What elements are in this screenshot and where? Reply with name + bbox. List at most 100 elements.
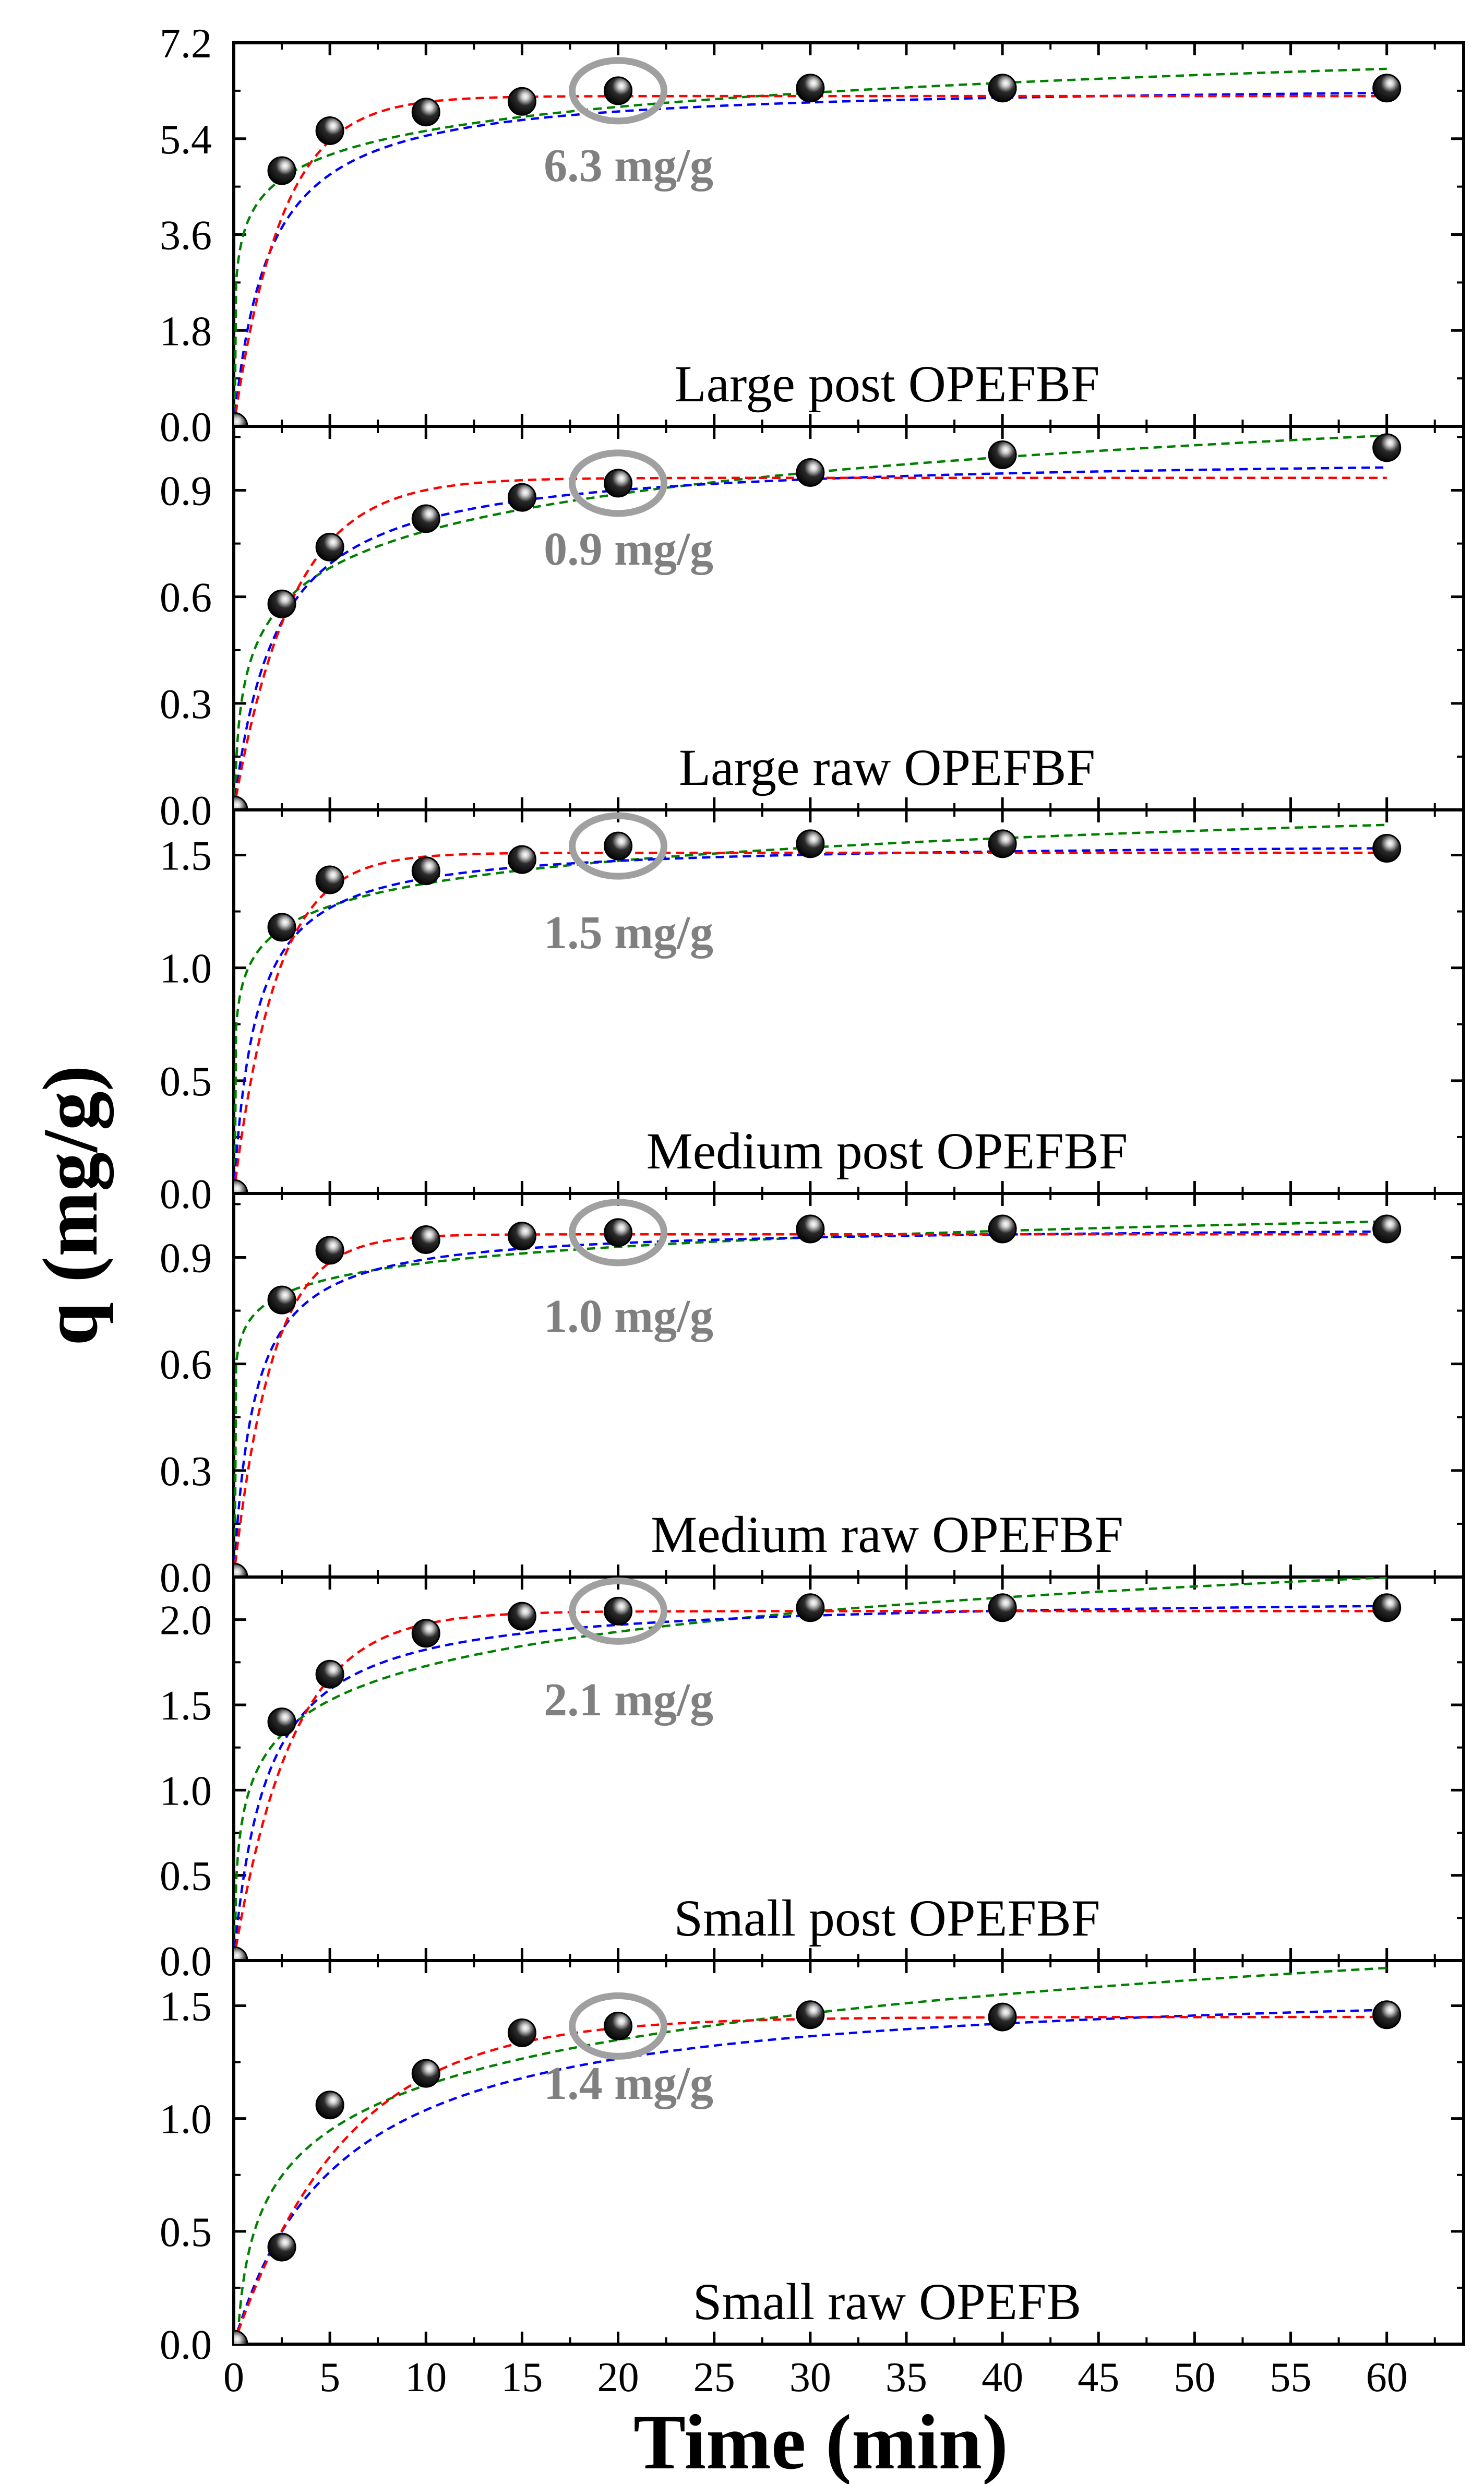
panel-frame	[232, 1959, 1465, 2346]
data-point	[604, 469, 633, 498]
y-tick-label: 1.0	[160, 2097, 212, 2143]
data-point	[988, 829, 1017, 858]
data-point	[988, 74, 1017, 103]
fit-curve-red	[234, 1610, 1387, 1961]
data-point	[1372, 1214, 1402, 1244]
data-point	[507, 483, 536, 512]
data-point	[796, 829, 825, 858]
panel-small-raw-opefb: 0.0 0.5 1.0 1.5 1.4 mg/g Small raw OPEFB	[160, 1959, 1465, 2368]
panel-label: Medium post OPEFBF	[647, 1122, 1128, 1180]
data-point	[234, 2330, 248, 2344]
panels-layer: 0.0 1.8 3.6 5.4 7.2 6.3 mg/g Large post OPEFBF…	[160, 21, 1465, 2368]
x-tick-label: 20	[597, 2355, 639, 2401]
data-point	[604, 76, 633, 105]
data-point	[234, 1562, 248, 1577]
data-point	[315, 2091, 344, 2120]
y-tick-label: 1.0	[160, 946, 212, 992]
fit-curve-green	[234, 1966, 1387, 2344]
y-axis-title: q (mg/g)	[27, 1065, 114, 1345]
value-annotation: 1.0 mg/g	[544, 1291, 713, 1342]
data-point	[267, 2232, 296, 2262]
panel-label: Small raw OPEFB	[693, 2273, 1081, 2331]
x-tick-label: 5	[319, 2355, 340, 2401]
y-tick-label: 5.4	[160, 117, 212, 163]
y-tick-label: 1.8	[160, 308, 212, 354]
data-point	[411, 1225, 440, 1254]
y-tick-label: 7.2	[160, 21, 212, 67]
y-tick-label: 0.0	[160, 1555, 212, 1601]
x-tick-label: 30	[789, 2355, 831, 2401]
panel-medium-raw-opefbf: 0.0 0.3 0.6 0.9 1.0 mg/g Medium raw OPEFBF	[160, 1192, 1465, 1601]
data-point	[507, 87, 536, 116]
data-point	[796, 1593, 825, 1622]
data-point	[507, 1222, 536, 1251]
panel-label: Medium raw OPEFBF	[651, 1506, 1123, 1563]
y-tick-label: 0.9	[160, 1236, 212, 1282]
data-point	[267, 913, 296, 942]
data-point	[315, 532, 344, 562]
data-point	[315, 865, 344, 894]
y-tick-label: 2.0	[160, 1598, 212, 1644]
data-point	[507, 2018, 536, 2047]
highlight-ellipse	[569, 57, 668, 125]
fit-curve-red	[234, 851, 1387, 1193]
highlight-ellipse	[569, 1992, 668, 2060]
data-point	[988, 1593, 1017, 1622]
data-point	[267, 156, 296, 185]
y-tick-label: 1.5	[160, 1984, 212, 2029]
data-point	[234, 795, 248, 810]
y-tick-label: 0.0	[160, 788, 212, 834]
data-point	[604, 1218, 633, 1247]
data-point	[411, 2059, 440, 2088]
x-axis-title: Time (min)	[633, 2399, 1008, 2484]
data-point	[411, 504, 440, 533]
highlight-ellipse	[569, 812, 668, 880]
data-point	[796, 458, 825, 487]
value-annotation: 1.4 mg/g	[544, 2058, 713, 2109]
panel-label: Large post OPEFBF	[675, 355, 1100, 413]
data-point	[988, 2002, 1017, 2032]
data-point	[796, 74, 825, 103]
y-tick-label: 1.0	[160, 1768, 212, 1814]
data-point	[1372, 74, 1402, 103]
panel-small-post-opefbf: 0.0 0.5 1.0 1.5 2.0 2.1 mg/g Small post OPEFBF	[160, 1575, 1465, 1985]
y-tick-label: 0.5	[160, 2210, 212, 2255]
x-tick-label: 10	[405, 2355, 447, 2401]
y-tick-label: 0.0	[160, 1172, 212, 1217]
panel-label: Large raw OPEFBF	[679, 738, 1095, 796]
panel-large-raw-opefbf: 0.0 0.3 0.6 0.9 0.9 mg/g Large raw OPEFBF	[160, 425, 1465, 834]
data-point	[604, 1596, 633, 1626]
data-point	[796, 2000, 825, 2029]
data-point	[1372, 433, 1402, 462]
y-tick-label: 0.3	[160, 682, 212, 727]
x-tick-label: 60	[1366, 2355, 1408, 2401]
fit-curve-green	[234, 434, 1387, 810]
data-point	[411, 1619, 440, 1648]
data-point	[234, 1179, 248, 1193]
x-axis: 0 5 10 15 20 25 30 35 40 45 50 55 60	[223, 2355, 1408, 2401]
y-tick-label: 1.5	[160, 833, 212, 879]
panel-medium-post-opefbf: 0.0 0.5 1.0 1.5 1.5 mg/g Medium post OPEFBF	[160, 808, 1465, 1217]
y-tick-label: 0.5	[160, 1059, 212, 1105]
data-point	[411, 98, 440, 127]
data-point	[507, 1602, 536, 1631]
y-tick-label: 1.5	[160, 1683, 212, 1729]
panel-label: Small post OPEFBF	[674, 1889, 1100, 1947]
x-tick-label: 25	[693, 2355, 735, 2401]
y-tick-label: 0.3	[160, 1449, 212, 1495]
data-point	[315, 116, 344, 145]
y-tick-label: 0.9	[160, 469, 212, 515]
data-point	[267, 1707, 296, 1737]
y-tick-label: 3.6	[160, 213, 212, 259]
y-tick-label: 0.5	[160, 1854, 212, 1900]
y-tick-label: 0.6	[160, 1342, 212, 1388]
data-point	[234, 412, 248, 426]
data-point	[507, 845, 536, 874]
value-annotation: 6.3 mg/g	[544, 140, 713, 192]
value-annotation: 0.9 mg/g	[544, 523, 713, 575]
data-point	[604, 2011, 633, 2040]
x-tick-label: 55	[1270, 2355, 1312, 2401]
fit-curve-blue	[234, 847, 1387, 1193]
x-tick-label: 15	[501, 2355, 543, 2401]
